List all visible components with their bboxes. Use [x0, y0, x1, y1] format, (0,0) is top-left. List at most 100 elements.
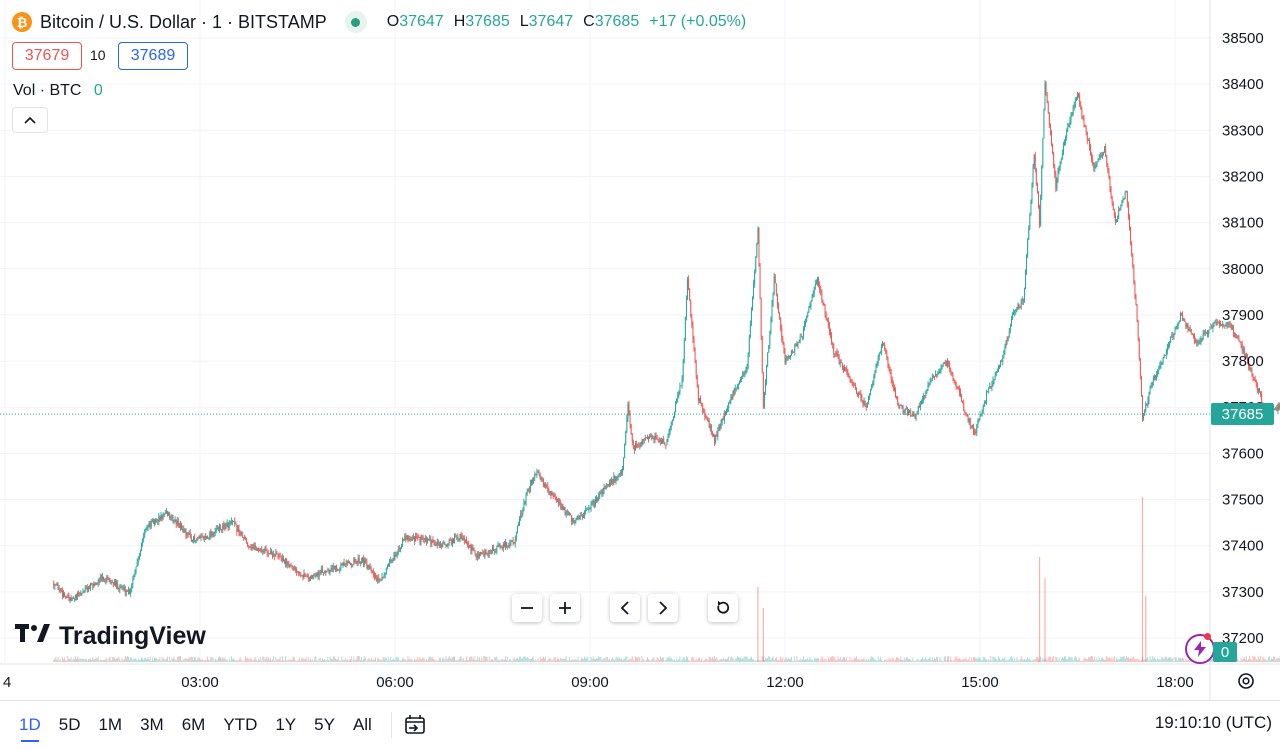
scroll-right-button[interactable]: [648, 594, 678, 622]
volume-bar: [338, 657, 339, 662]
candle: [445, 544, 446, 547]
candle: [103, 577, 104, 582]
reset-chart-button[interactable]: [708, 594, 738, 622]
tradingview-logo[interactable]: TradingView: [15, 622, 206, 651]
candle: [308, 574, 309, 582]
candle: [737, 384, 738, 390]
volume-bar: [411, 658, 412, 662]
volume-bar: [501, 659, 502, 662]
volume-bars: [53, 497, 1280, 662]
collapse-legend-button[interactable]: [12, 107, 48, 133]
symbol-title[interactable]: Bitcoin / U.S. Dollar · 1 · BITSTAMP: [40, 12, 327, 33]
range-1d[interactable]: 1D: [10, 708, 50, 742]
candle: [746, 367, 747, 375]
candle: [934, 376, 935, 380]
candle: [975, 429, 976, 435]
candle: [243, 537, 244, 541]
candle: [271, 549, 272, 555]
candle: [90, 582, 91, 591]
range-1y[interactable]: 1Y: [266, 708, 305, 742]
range-ytd[interactable]: YTD: [214, 708, 266, 742]
range-5d[interactable]: 5D: [50, 708, 90, 742]
volume-bar: [1131, 659, 1132, 662]
candle: [613, 472, 614, 485]
candle: [825, 304, 826, 318]
volume-bar: [604, 658, 605, 662]
volume-bar: [323, 660, 324, 662]
volume-bar: [100, 659, 101, 662]
candle: [451, 539, 452, 546]
candle: [378, 574, 379, 583]
volume-bar: [453, 657, 454, 662]
volume-bar: [865, 661, 866, 662]
candle: [68, 593, 69, 601]
range-3m[interactable]: 3M: [131, 708, 173, 742]
candle: [859, 391, 860, 395]
buy-button[interactable]: 37689: [118, 42, 188, 70]
zoom-in-button[interactable]: [550, 594, 580, 622]
volume-bar: [220, 657, 221, 662]
volume-bar: [255, 657, 256, 662]
volume-bar: [519, 657, 520, 662]
candle: [818, 277, 819, 288]
candle: [64, 592, 65, 597]
volume-bar: [702, 661, 703, 662]
candle: [106, 575, 107, 583]
volume-bar: [590, 661, 591, 662]
candle: [675, 401, 676, 413]
range-all[interactable]: All: [344, 708, 381, 742]
candle: [1117, 215, 1118, 222]
volume-bar: [531, 659, 532, 662]
range-1m[interactable]: 1M: [89, 708, 131, 742]
range-6m[interactable]: 6M: [173, 708, 215, 742]
chart-grid: [0, 0, 1210, 662]
candle: [770, 317, 771, 335]
volume-bar: [1009, 659, 1010, 662]
candle: [1205, 329, 1206, 336]
volume-bar: [468, 660, 469, 662]
scroll-left-button[interactable]: [610, 594, 640, 622]
range-5y[interactable]: 5Y: [305, 708, 344, 742]
volume-bar: [79, 659, 80, 662]
volume-bar: [132, 660, 133, 662]
volume-bar: [663, 657, 664, 662]
candle: [579, 515, 580, 519]
volume-bar: [148, 657, 149, 662]
volume-bar: [649, 660, 650, 662]
volume-bar: [1154, 658, 1155, 662]
candle: [424, 538, 425, 544]
volume-bar: [998, 656, 999, 662]
volume-bar: [816, 658, 817, 662]
volume-bar: [1242, 659, 1243, 662]
candle: [807, 311, 808, 317]
sell-button[interactable]: 37679: [12, 42, 82, 70]
volume-bar: [1113, 658, 1114, 662]
candle: [133, 574, 134, 580]
candle: [634, 445, 635, 454]
compare-button[interactable]: [400, 710, 430, 740]
candle: [515, 536, 516, 548]
volume-bar: [98, 656, 99, 662]
volume-bar: [90, 658, 91, 662]
volume-bar: [932, 657, 933, 662]
candle: [568, 511, 569, 516]
volume-bar: [594, 659, 595, 662]
zoom-out-button[interactable]: [512, 594, 542, 622]
volume-bar: [136, 659, 137, 662]
volume-bar: [332, 659, 333, 662]
candle: [241, 531, 242, 536]
candle: [1114, 209, 1115, 218]
candle: [1138, 320, 1139, 341]
volume-bar: [449, 656, 450, 662]
gear-icon[interactable]: [1235, 670, 1257, 692]
zoom-in-icon: [558, 601, 572, 615]
candle: [542, 477, 543, 482]
candle: [970, 417, 971, 429]
utc-clock[interactable]: 19:10:10 (UTC): [1155, 713, 1272, 733]
volume-bar: [818, 658, 819, 662]
candle: [959, 385, 960, 396]
volume-bar: [961, 660, 962, 662]
lightning-icon[interactable]: [1185, 634, 1215, 664]
volume-bar: [398, 657, 399, 662]
candle: [1181, 313, 1182, 316]
